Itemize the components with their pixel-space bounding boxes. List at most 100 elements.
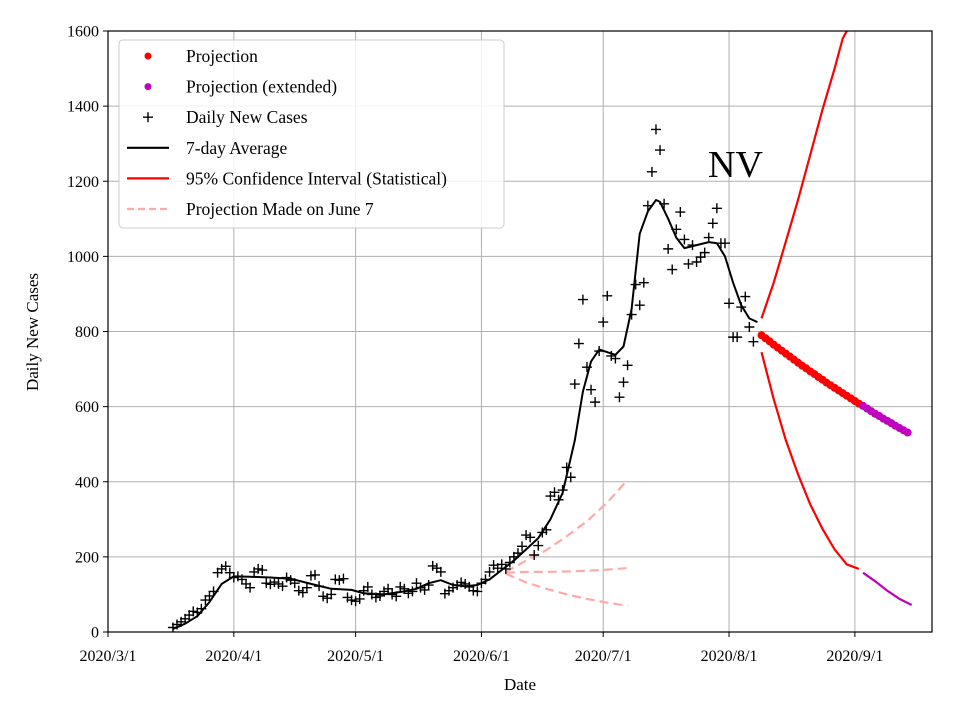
daily-case-marker <box>671 224 682 235</box>
daily-case-marker <box>512 548 523 559</box>
daily-case-marker <box>480 574 491 585</box>
grid <box>107 30 932 633</box>
daily-case-marker <box>655 145 666 156</box>
daily-case-marker <box>663 243 674 254</box>
daily-case-marker <box>484 566 495 577</box>
daily-case-marker <box>228 572 239 583</box>
daily-case-marker <box>427 560 438 571</box>
y-tick-label: 600 <box>75 399 99 416</box>
daily-case-marker <box>533 540 544 551</box>
daily-case-marker <box>391 591 402 602</box>
daily-case-marker <box>318 591 329 602</box>
daily-case-marker <box>330 574 341 585</box>
y-axis-label: Daily New Cases <box>23 273 42 391</box>
x-tick-label: 2020/8/1 <box>701 648 758 665</box>
daily-case-marker <box>423 580 434 591</box>
daily-case-marker <box>346 595 357 606</box>
daily-case-marker <box>703 232 714 243</box>
x-tick-label: 2020/6/1 <box>453 648 510 665</box>
daily-case-marker <box>557 485 568 496</box>
daily-case-marker <box>188 606 199 617</box>
daily-case-marker <box>581 362 592 373</box>
daily-case-marker <box>301 582 312 593</box>
daily-case-marker <box>196 603 207 614</box>
legend-seven-day-average-label: 7-day Average <box>186 138 287 158</box>
daily-case-marker <box>736 302 747 313</box>
seven-day-average-line <box>172 199 758 630</box>
daily-case-marker <box>687 240 698 251</box>
x-tick-label: 2020/4/1 <box>205 648 262 665</box>
daily-case-marker <box>521 530 532 541</box>
daily-case-marker <box>456 577 467 588</box>
daily-case-marker <box>261 578 272 589</box>
x-tick-label: 2020/7/1 <box>575 648 632 665</box>
daily-case-marker <box>245 582 256 593</box>
daily-case-marker <box>269 577 280 588</box>
daily-case-marker <box>403 588 414 599</box>
daily-case-marker <box>691 257 702 268</box>
daily-case-marker <box>253 563 264 574</box>
daily-case-marker <box>618 377 629 388</box>
seven-day-average-series <box>172 199 758 630</box>
daily-case-marker <box>634 300 645 311</box>
daily-case-marker <box>541 524 552 535</box>
daily-case-marker <box>395 581 406 592</box>
daily-case-marker <box>370 592 381 603</box>
daily-case-marker <box>383 583 394 594</box>
daily-case-marker <box>452 580 463 591</box>
legend-box <box>118 39 505 229</box>
daily-case-marker <box>310 569 321 580</box>
daily-case-marker <box>626 309 637 320</box>
ci-lower-extended-line <box>862 571 913 606</box>
daily-case-marker <box>314 581 325 592</box>
daily-case-marker <box>407 586 418 597</box>
daily-case-marker <box>602 290 613 301</box>
june7-projection-line <box>505 567 628 574</box>
daily-case-marker <box>374 590 385 601</box>
daily-case-marker <box>667 264 678 275</box>
x-axis-label: Date <box>504 675 536 694</box>
y-tick-label: 400 <box>75 474 99 491</box>
june7-projection-series <box>505 479 629 607</box>
june7-projection-line <box>505 479 629 573</box>
x-tick-label: 2020/3/1 <box>80 648 137 665</box>
daily-case-marker <box>334 575 345 586</box>
daily-cases-series <box>167 124 759 633</box>
daily-case-marker <box>204 590 215 601</box>
legend-projection-extended-swatch <box>144 83 152 91</box>
daily-case-marker <box>496 559 507 570</box>
daily-case-marker <box>529 549 540 560</box>
daily-case-marker <box>293 585 304 596</box>
daily-case-marker <box>630 279 641 290</box>
june7-projection-line <box>505 572 628 607</box>
daily-case-marker <box>561 462 572 473</box>
axis-ticks: 2020/3/1 2020/4/1 2020/5/1 2020/6/1 2020/7/1… <box>67 24 883 666</box>
daily-case-marker <box>594 346 605 357</box>
projection-series <box>757 331 912 437</box>
daily-case-marker <box>695 252 706 263</box>
daily-case-marker <box>297 587 308 598</box>
confidence-interval-series <box>760 30 913 606</box>
daily-case-marker <box>724 298 735 309</box>
daily-case-marker <box>338 573 349 584</box>
chart-annotation: NV <box>708 144 763 186</box>
daily-case-marker <box>354 593 365 604</box>
daily-case-marker <box>610 353 621 364</box>
y-tick-label: 200 <box>75 549 99 566</box>
daily-case-marker <box>586 384 597 395</box>
daily-case-marker <box>740 291 751 302</box>
y-tick-label: 1600 <box>67 24 99 41</box>
legend-june7-projection-label: Projection Made on June 7 <box>186 199 374 219</box>
daily-case-marker <box>342 592 353 603</box>
daily-case-marker <box>565 472 576 483</box>
legend-projection-swatch <box>144 52 152 60</box>
daily-case-marker <box>472 586 483 597</box>
daily-case-marker <box>573 338 584 349</box>
daily-case-marker <box>642 200 653 211</box>
daily-case-marker <box>399 583 410 594</box>
daily-case-marker <box>569 379 580 390</box>
projection-extended-point <box>903 428 912 437</box>
daily-case-marker <box>525 532 536 543</box>
daily-case-marker <box>517 541 528 552</box>
